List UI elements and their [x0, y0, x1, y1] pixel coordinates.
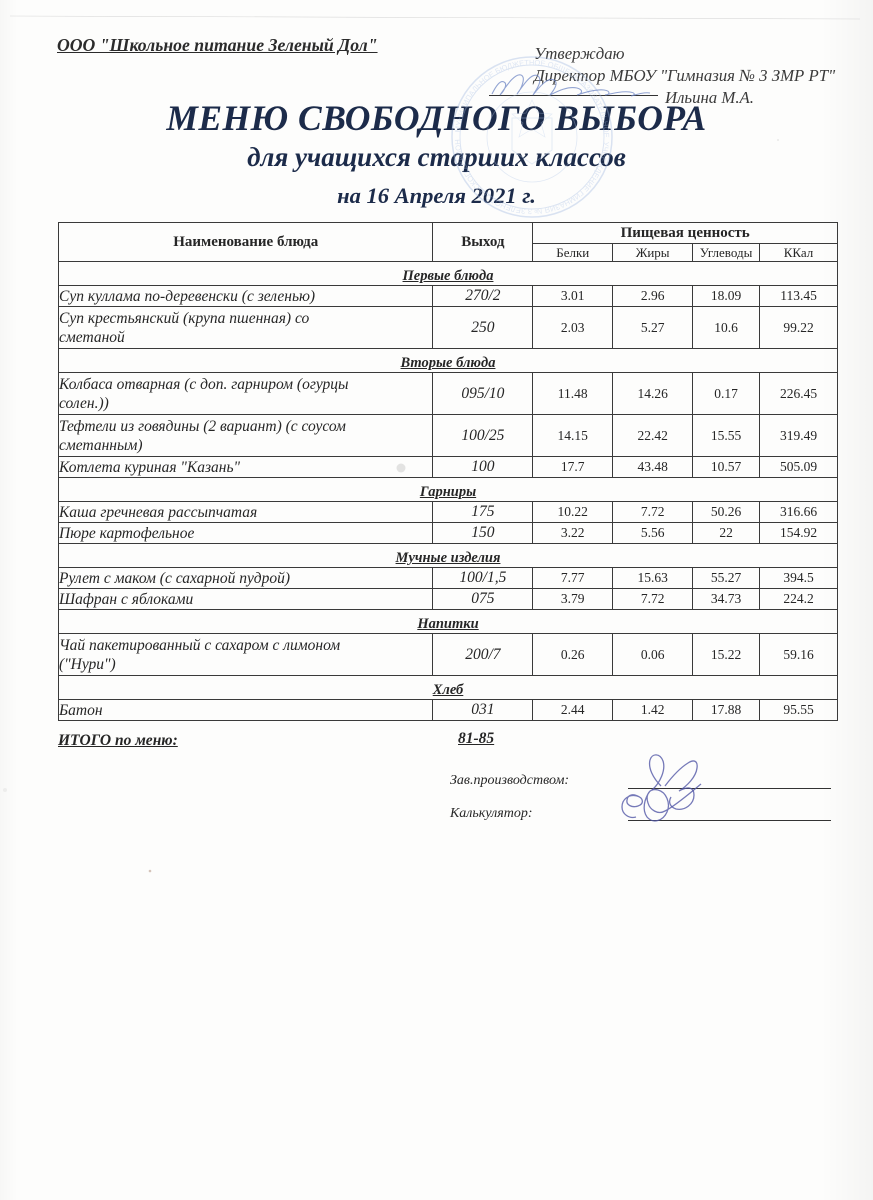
svg-text:МУНИЦИПАЛЬНОЕ БЮДЖЕТНОЕ ОБЩЕОБ: МУНИЦИПАЛЬНОЕ БЮДЖЕТНОЕ ОБЩЕОБРАЗОВАТЕЛЬ… [453, 58, 611, 138]
svg-text:УЧРЕЖДЕНИЕ ГИМНАЗИЯ № 3 ЗЕЛЕНО: УЧРЕЖДЕНИЕ ГИМНАЗИЯ № 3 ЗЕЛЕНОДОЛЬСКОГО … [0, 0, 611, 216]
